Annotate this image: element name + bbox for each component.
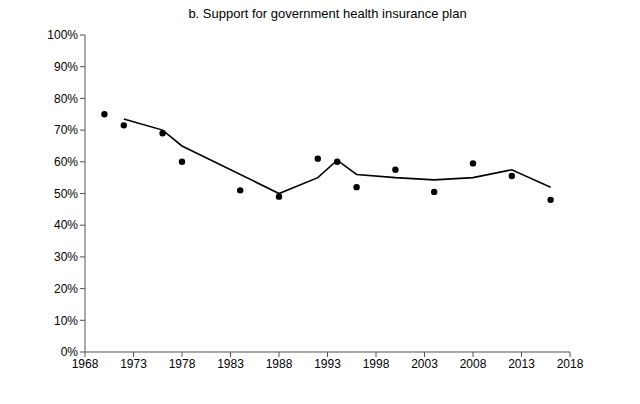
- svg-text:1978: 1978: [169, 357, 196, 371]
- svg-text:60%: 60%: [54, 155, 78, 169]
- svg-text:1983: 1983: [217, 357, 244, 371]
- svg-text:2003: 2003: [411, 357, 438, 371]
- svg-text:2018: 2018: [557, 357, 584, 371]
- svg-text:2013: 2013: [508, 357, 535, 371]
- svg-text:70%: 70%: [54, 123, 78, 137]
- svg-text:2008: 2008: [460, 357, 487, 371]
- svg-text:1973: 1973: [120, 357, 147, 371]
- svg-text:40%: 40%: [54, 218, 78, 232]
- svg-text:30%: 30%: [54, 250, 78, 264]
- svg-text:10%: 10%: [54, 314, 78, 328]
- svg-text:1998: 1998: [363, 357, 390, 371]
- html-text:b. Support for government heal: b. Support for government health insuran…: [188, 6, 467, 21]
- svg-text:1993: 1993: [314, 357, 341, 371]
- svg-text:1968: 1968: [71, 356, 99, 371]
- svg-text:20%: 20%: [54, 282, 78, 296]
- svg-text:90%: 90%: [54, 60, 78, 74]
- svg-text:0%: 0%: [61, 345, 79, 359]
- svg-text:100%: 100%: [47, 28, 78, 42]
- svg-text:50%: 50%: [54, 187, 78, 201]
- svg-text:1988: 1988: [266, 357, 293, 371]
- svg-text:80%: 80%: [54, 92, 78, 106]
